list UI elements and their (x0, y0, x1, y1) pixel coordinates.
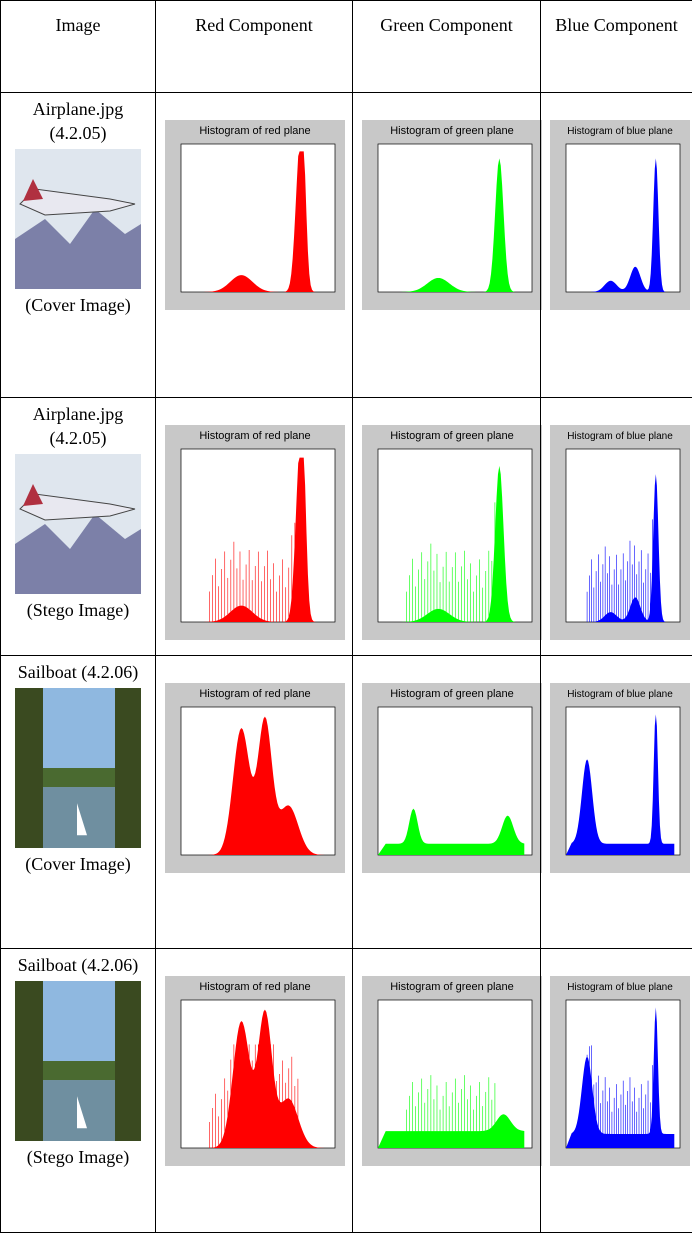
histogram-title: Histogram of green plane (390, 981, 514, 993)
header-cell: Green Component (352, 0, 541, 93)
histogram-title: Histogram of red plane (199, 688, 310, 700)
histogram: Histogram of blue plane (550, 120, 690, 310)
histogram: Histogram of red plane (165, 120, 345, 310)
histogram-title: Histogram of green plane (390, 688, 514, 700)
image-name: Airplane.jpg (4.2.05) (32, 404, 124, 448)
header-cell: Image (0, 0, 156, 93)
histogram-title: Histogram of blue plane (567, 431, 673, 442)
image-name: Sailboat (4.2.06) (17, 662, 139, 682)
thumbnail (15, 149, 141, 289)
histogram-title: Histogram of green plane (390, 430, 514, 442)
histogram: Histogram of red plane (165, 976, 345, 1166)
histogram-title: Histogram of green plane (390, 125, 514, 137)
histogram-title: Histogram of red plane (199, 125, 310, 137)
histogram: Histogram of red plane (165, 683, 345, 873)
image-caption: (Cover Image) (25, 295, 131, 315)
histogram: Histogram of blue plane (550, 683, 690, 873)
histogram: Histogram of green plane (362, 120, 542, 310)
image-caption: (Stego Image) (26, 1147, 130, 1167)
histogram-title: Histogram of red plane (199, 430, 310, 442)
histogram-title: Histogram of red plane (199, 981, 310, 993)
image-name: Airplane.jpg (4.2.05) (32, 99, 124, 143)
image-cell: Sailboat (4.2.06) (Cover Image) (0, 655, 156, 949)
header-cell: Blue Component (540, 0, 692, 93)
header-cell: Red Component (155, 0, 353, 93)
image-cell: Airplane.jpg (4.2.05) (Stego Image) (0, 397, 156, 656)
histogram-title: Histogram of blue plane (567, 689, 673, 700)
histogram-title: Histogram of blue plane (567, 982, 673, 993)
histogram: Histogram of green plane (362, 683, 542, 873)
image-cell: Airplane.jpg (4.2.05) (Cover Image) (0, 92, 156, 398)
histogram-title: Histogram of blue plane (567, 126, 673, 137)
histogram: Histogram of green plane (362, 976, 542, 1166)
thumbnail (15, 688, 141, 848)
histogram: Histogram of blue plane (550, 976, 690, 1166)
image-caption: (Cover Image) (25, 854, 131, 874)
image-name: Sailboat (4.2.06) (17, 955, 139, 975)
histogram: Histogram of green plane (362, 425, 542, 640)
histogram: Histogram of blue plane (550, 425, 690, 640)
image-cell: Sailboat (4.2.06) (Stego Image) (0, 948, 156, 1233)
thumbnail (15, 981, 141, 1141)
thumbnail (15, 454, 141, 594)
image-caption: (Stego Image) (26, 600, 130, 620)
histogram: Histogram of red plane (165, 425, 345, 640)
